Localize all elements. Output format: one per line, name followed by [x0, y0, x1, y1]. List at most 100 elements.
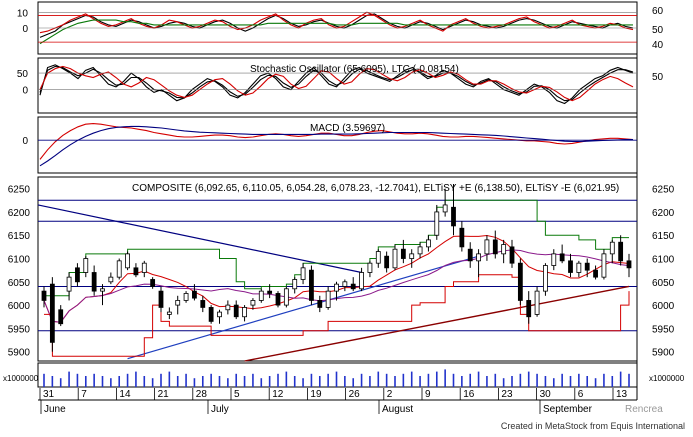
volume-bar	[603, 373, 605, 387]
credit-footer: Created in MetaStock from Equis Internat…	[500, 421, 685, 431]
candle-body	[200, 300, 206, 308]
volume-bar	[402, 373, 405, 387]
volume-bar	[151, 378, 154, 387]
volume-bar	[385, 373, 388, 387]
date-tick-label: 14	[119, 389, 131, 400]
volume-bar	[310, 373, 313, 387]
volume-bar	[435, 371, 438, 387]
oscillator-left-tick: 10	[17, 8, 29, 19]
candle-body	[484, 239, 490, 255]
volume-bar	[243, 376, 246, 387]
candle-body	[183, 293, 189, 301]
price-left-tick: 6050	[8, 278, 31, 289]
downtrend-line	[37, 204, 362, 274]
volume-bar	[252, 373, 254, 387]
volume-bar	[377, 371, 380, 387]
volume-bar	[201, 376, 204, 387]
price-right-tick: 5900	[652, 348, 675, 359]
volume-bar	[235, 373, 238, 387]
uptrend-line	[127, 255, 479, 360]
volume-bar	[51, 376, 54, 387]
price-left-tick: 6200	[8, 208, 31, 219]
date-tick-label: 26	[349, 389, 361, 400]
price-panel	[37, 183, 637, 362]
candle-body	[158, 290, 164, 308]
volume-unit-left: x1000000	[3, 374, 39, 383]
candle-body	[325, 290, 331, 308]
candle-body	[492, 239, 498, 255]
volume-bar	[628, 373, 630, 387]
candle-body	[551, 253, 557, 266]
candle-body	[150, 279, 156, 287]
month-label: August	[382, 404, 413, 415]
price-right-tick: 6200	[652, 208, 675, 219]
date-tick-label: 13	[616, 389, 628, 400]
stochastic-title: Stochastic Oscillator (65.6095), LTC (-0…	[250, 64, 459, 75]
candle-body	[49, 283, 55, 343]
volume-bar	[68, 371, 70, 387]
price-left-tick: 6100	[8, 255, 31, 266]
candle-body	[559, 253, 565, 262]
stochastic-series-1	[39, 64, 634, 105]
candle-body	[451, 206, 456, 227]
volume-bar	[477, 371, 480, 387]
volume-bar	[84, 376, 87, 387]
candle-body	[601, 253, 607, 278]
candle-body	[526, 300, 532, 318]
volume-bar	[176, 376, 179, 387]
volume-bar	[469, 373, 472, 387]
volume-bar	[344, 376, 346, 387]
candle-body	[609, 241, 615, 255]
candle-body	[116, 260, 122, 278]
volume-bar	[118, 376, 121, 387]
volume-bar	[452, 373, 455, 387]
volume-bar	[160, 373, 162, 387]
candle-body	[534, 290, 540, 315]
candle-body	[166, 311, 172, 315]
price-right-tick: 6050	[652, 278, 675, 289]
candle-body	[626, 260, 632, 269]
candle-body	[584, 262, 590, 271]
stochastic-left-tick: 0	[22, 86, 28, 97]
price-right-tick: 6250	[652, 185, 675, 196]
volume-bar	[318, 376, 321, 387]
date-tick-label: 16	[463, 389, 475, 400]
candle-body	[41, 290, 47, 301]
volume-panel	[43, 369, 630, 387]
candle-body	[125, 253, 130, 269]
volume-bar	[285, 371, 288, 387]
price-left-tick: 6000	[8, 301, 31, 312]
date-tick-label: 6	[578, 389, 584, 400]
volume-bar	[519, 373, 522, 387]
watermark-text: Rencrea	[625, 404, 663, 415]
volume-bar	[569, 376, 572, 387]
volume-bar	[268, 376, 271, 387]
candle-body	[543, 265, 548, 292]
price-left-tick: 5900	[8, 348, 31, 359]
candle-body	[225, 304, 231, 311]
candle-body	[568, 260, 573, 273]
candle-body	[250, 300, 256, 306]
volume-bar	[352, 378, 355, 387]
candle-body	[467, 248, 473, 262]
volume-bar	[461, 376, 463, 387]
volume-bar	[277, 373, 279, 387]
month-label: June	[44, 404, 66, 415]
candle-body	[442, 204, 448, 213]
candle-body	[91, 272, 97, 292]
candle-body	[283, 288, 289, 306]
volume-bar	[511, 376, 513, 387]
candle-body	[409, 253, 415, 259]
candle-body	[367, 262, 373, 273]
oscillator-right-tick: 60	[652, 6, 664, 17]
volume-bar	[93, 373, 95, 387]
candle-body	[58, 309, 64, 325]
volume-bar	[369, 376, 371, 387]
candle-body	[501, 244, 507, 255]
volume-bar	[419, 376, 421, 387]
volume-bar	[552, 378, 555, 387]
price-left-tick: 6250	[8, 185, 31, 196]
candle-body	[242, 307, 247, 318]
volume-bar	[143, 376, 146, 387]
